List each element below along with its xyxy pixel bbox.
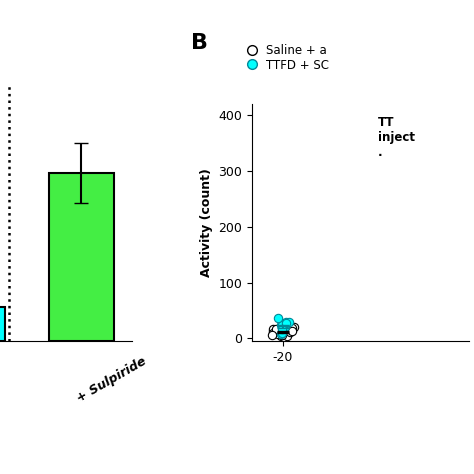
- Text: TT
inject
.: TT inject .: [378, 116, 415, 159]
- Point: [284, 328, 292, 336]
- Point: [282, 323, 289, 331]
- Bar: [0, 307, 5, 341]
- Point: [283, 319, 290, 326]
- Point: [277, 321, 284, 329]
- Point: [280, 333, 288, 341]
- Point: [270, 326, 277, 333]
- Point: [290, 324, 297, 331]
- Point: [273, 325, 280, 333]
- Point: [274, 330, 282, 338]
- Point: [278, 331, 285, 338]
- Point: [278, 319, 286, 327]
- Point: [268, 331, 276, 339]
- Point: [278, 328, 286, 336]
- Point: [278, 321, 285, 329]
- Point: [289, 328, 296, 335]
- Point: [270, 328, 277, 335]
- Point: [278, 329, 285, 337]
- Point: [278, 325, 285, 333]
- Point: [283, 332, 291, 340]
- Point: [269, 329, 277, 337]
- Y-axis label: Activity (count): Activity (count): [200, 168, 213, 277]
- Point: [288, 324, 296, 332]
- Bar: [49, 173, 114, 341]
- Point: [274, 327, 282, 334]
- Text: B: B: [191, 33, 208, 53]
- Point: [286, 328, 293, 336]
- Point: [278, 332, 285, 339]
- Point: [277, 330, 285, 338]
- Legend: Saline + a, TTFD + SC: Saline + a, TTFD + SC: [247, 44, 328, 72]
- Point: [285, 319, 293, 326]
- Point: [283, 319, 290, 327]
- Point: [279, 329, 287, 337]
- Point: [276, 330, 284, 337]
- Point: [285, 323, 293, 331]
- Point: [279, 328, 287, 336]
- Point: [274, 314, 282, 322]
- Text: + Sulpiride: + Sulpiride: [74, 355, 148, 405]
